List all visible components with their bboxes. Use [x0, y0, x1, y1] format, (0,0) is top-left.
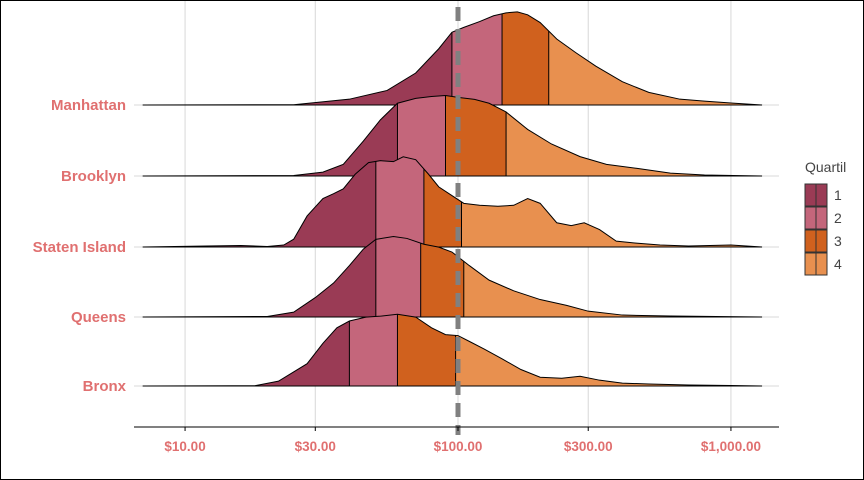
ridge-brooklyn — [142, 94, 763, 177]
x-axis — [134, 426, 779, 431]
x-tick-label: $300.00 — [564, 439, 613, 454]
quartile-2-area — [375, 156, 424, 247]
legend-title: Quartil — [805, 159, 846, 175]
quartile-4-area — [463, 261, 763, 317]
y-label-queens: Queens — [71, 309, 126, 326]
quartile-2-area — [397, 95, 446, 176]
quartile-4-area — [461, 198, 763, 247]
quartile-4-area — [548, 31, 763, 105]
x-tick-label: $1,000.00 — [701, 439, 761, 454]
ridge-queens — [142, 235, 763, 318]
quartile-1-area — [142, 161, 376, 247]
quartile-4-area — [506, 111, 763, 176]
y-label-brooklyn: Brooklyn — [61, 168, 126, 185]
quartile-2-area — [375, 236, 421, 317]
ridge-manhattan — [142, 11, 763, 106]
y-label-staten-island: Staten Island — [33, 239, 126, 256]
density-outline — [142, 156, 763, 248]
quartile-4-area — [455, 335, 763, 386]
density-outline — [142, 94, 763, 177]
quartile-3-area — [423, 168, 462, 247]
density-outline — [142, 313, 763, 387]
quartile-2-area — [349, 314, 398, 386]
legend-label-2: 2 — [834, 210, 842, 226]
ridge-staten-island — [142, 156, 763, 248]
y-axis-labels: Manhattan Brooklyn Staten Island Queens Bron… — [33, 97, 127, 395]
quartile-3-area — [420, 243, 464, 317]
ridges — [142, 11, 763, 387]
legend: Quartil 1 2 3 4 — [804, 159, 846, 276]
density-outline — [142, 235, 763, 318]
y-label-bronx: Bronx — [83, 378, 127, 395]
x-tick-label: $30.00 — [295, 439, 336, 454]
x-axis-tick-labels: $10.00 $30.00 $100.00 $300.00 $1,000.00 — [164, 439, 761, 454]
quartile-2-area — [451, 13, 503, 105]
y-label-manhattan: Manhattan — [51, 97, 126, 114]
quartile-3-area — [397, 314, 456, 386]
quartile-1-area — [142, 103, 398, 176]
quartile-1-area — [142, 32, 452, 105]
quartile-1-area — [142, 321, 350, 386]
legend-label-1: 1 — [834, 187, 842, 203]
legend-label-3: 3 — [834, 233, 842, 249]
ridge-bronx — [142, 313, 763, 387]
legend-label-4: 4 — [834, 256, 842, 272]
quartile-1-area — [142, 239, 376, 317]
quartile-3-area — [502, 11, 549, 106]
x-tick-label: $10.00 — [164, 439, 205, 454]
quartile-3-area — [445, 95, 507, 176]
density-outline — [142, 11, 763, 106]
x-tick-label: $100.00 — [434, 439, 483, 454]
